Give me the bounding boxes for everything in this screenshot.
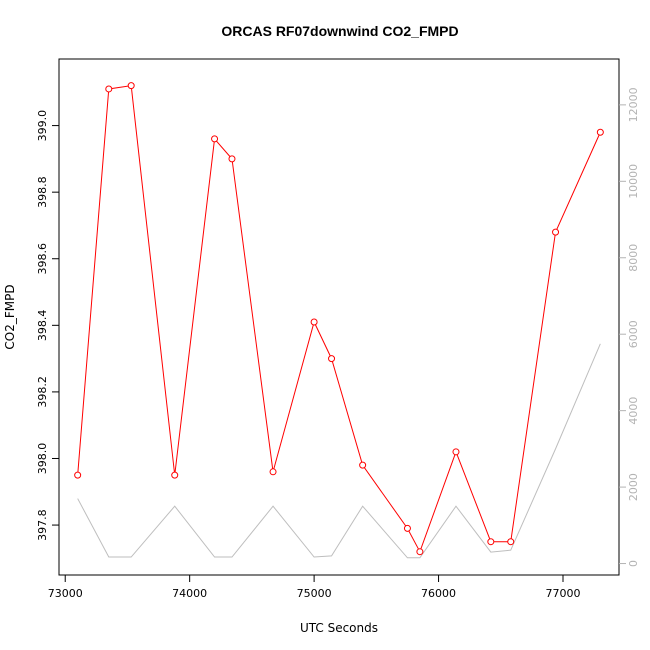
data-point [507,538,515,546]
plot-area [58,58,620,576]
y-tick-label: 398.2 [36,376,49,408]
data-point [552,228,560,236]
right-y-tick-label: 8000 [627,244,640,272]
right-y-tick-label: 12000 [627,87,640,122]
y-tick-label: 398.6 [36,243,49,275]
y-tick-label: 399.0 [36,110,49,142]
data-point [269,468,277,476]
chart-title: ORCAS RF07downwind CO2_FMPD [221,23,458,39]
data-point [416,548,424,556]
series-layer [74,82,604,559]
right-y-tick-label: 4000 [627,397,640,425]
data-point [359,461,367,469]
data-point [228,155,236,163]
data-point [403,524,411,532]
data-point [127,82,135,90]
x-axis: 73000 74000 75000 76000 77000 [48,574,581,600]
right-y-tick-label: 0 [627,560,640,567]
y-tick-label: 398.0 [36,443,49,475]
x-tick-label: 77000 [546,587,581,600]
y-axis: 397.8 398.0 398.2 398.4 398.6 398.8 399.0 [36,110,60,541]
x-tick-label: 73000 [48,587,83,600]
x-tick-label: 74000 [172,587,207,600]
right-y-tick-label: 6000 [627,320,640,348]
data-point [328,355,336,363]
right-y-tick-label: 10000 [627,164,640,199]
data-point [487,538,495,546]
right-y-tick-label: 2000 [627,473,640,501]
data-point [74,471,82,479]
data-point [310,318,318,326]
data-point [171,471,179,479]
data-point [211,135,219,143]
secondary-series-line [77,343,601,559]
x-axis-label: UTC Seconds [300,621,378,635]
y-tick-label: 398.8 [36,176,49,208]
y-axis-label: CO2_FMPD [3,284,17,349]
data-point [105,85,113,93]
co2-series-line [77,85,601,553]
x-tick-label: 76000 [421,587,456,600]
y-tick-label: 398.4 [36,310,49,342]
data-point [452,448,460,456]
y-tick-label: 397.8 [36,509,49,541]
x-tick-label: 75000 [297,587,332,600]
data-point [596,128,604,136]
secondary-y-axis: 0 2000 4000 6000 8000 10000 12000 [619,87,640,567]
